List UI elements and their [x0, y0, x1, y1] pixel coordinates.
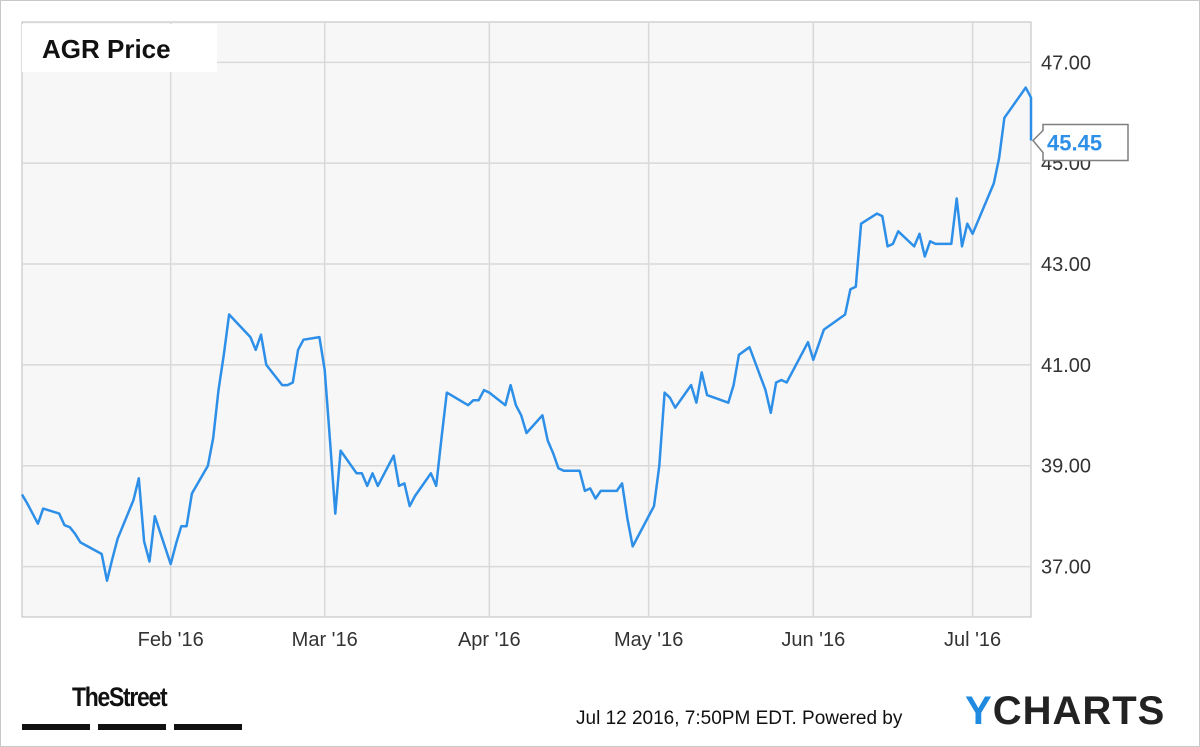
thestreet-logo-block: TheStreet — [22, 682, 242, 732]
y-tick-label: 47.00 — [1041, 52, 1091, 74]
last-value-callout: 45.45 — [1031, 123, 1129, 162]
powered-by-text: Powered by — [802, 708, 903, 729]
logo-bar — [22, 724, 90, 730]
x-tick-label: Apr '16 — [458, 629, 521, 651]
x-tick-label: Mar '16 — [292, 629, 358, 651]
timestamp-text: Jul 12 2016, 7:50PM EDT. — [576, 708, 797, 729]
chart-title-text: AGR Price — [42, 34, 171, 64]
ycharts-logo-text: CHARTS — [992, 689, 1166, 733]
x-tick-label: Jun '16 — [781, 629, 845, 651]
y-tick-label: 39.00 — [1041, 456, 1091, 478]
y-tick-label: 41.00 — [1041, 355, 1091, 377]
y-tick-label: 37.00 — [1041, 557, 1091, 579]
logo-bar — [174, 724, 242, 730]
plot-area — [21, 21, 1032, 618]
x-tick-label: May '16 — [614, 629, 683, 651]
footer-attribution: Jul 12 2016, 7:50PM EDT. Powered by — [576, 708, 902, 730]
last-value-label: 45.45 — [1047, 130, 1102, 155]
ycharts-logo-y: Y — [965, 689, 993, 733]
logo-bar — [98, 724, 166, 730]
x-axis: Feb '16 Mar '16 Apr '16 May '16 Jun '16 Jul '… — [138, 629, 1002, 651]
thestreet-logo: TheStreet — [72, 682, 168, 712]
x-tick-label: Jul '16 — [944, 629, 1001, 651]
series-line-agr — [20, 86, 1033, 582]
y-tick-label: 43.00 — [1041, 254, 1091, 276]
ycharts-logo: YCHARTS — [965, 689, 1165, 734]
chart-title: AGR Price — [22, 24, 217, 72]
x-tick-label: Feb '16 — [138, 629, 204, 651]
